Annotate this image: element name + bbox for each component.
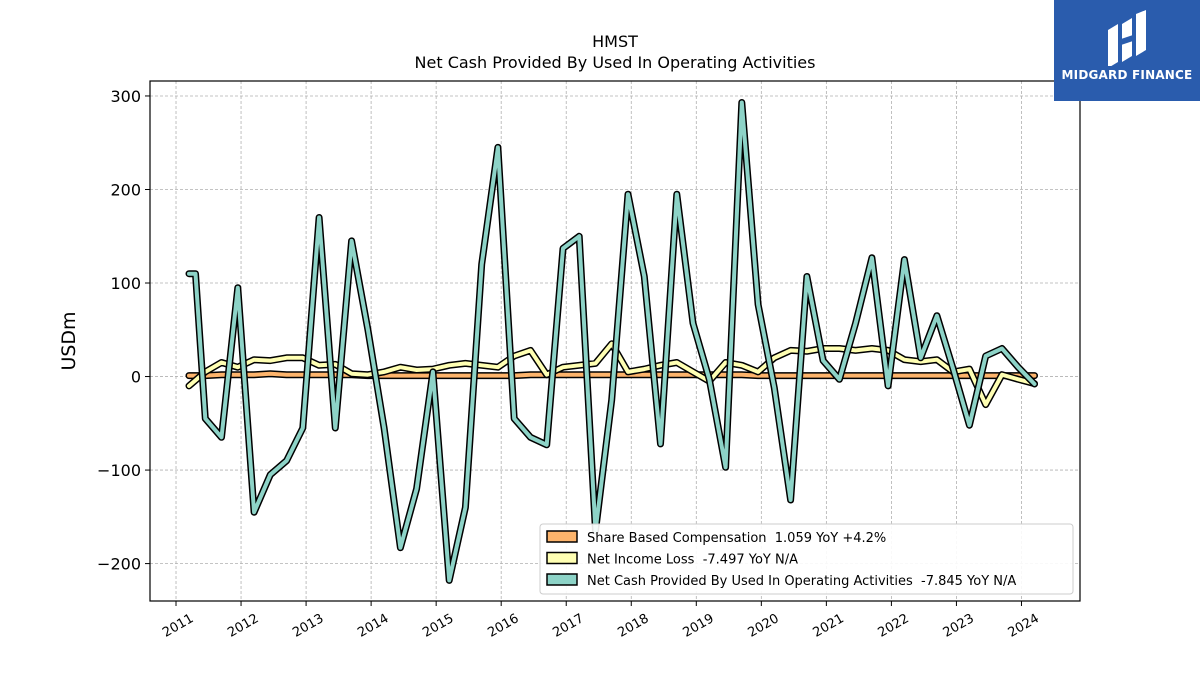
y-tick-label: −200 [97,555,141,574]
x-tick-label: 2015 [420,611,456,641]
legend-entry-0: Share Based Compensation 1.059 YoY +4.2% [587,531,886,546]
legend-entry-2: Net Cash Provided By Used In Operating A… [587,574,1016,589]
x-tick-label: 2021 [811,611,847,641]
x-tick-label: 2018 [615,611,651,641]
plot-frame [149,80,1081,602]
legend-swatch-0 [546,530,578,543]
x-tick-label: 2017 [550,611,586,641]
legend-entry-1: Net Income Loss -7.497 YoY N/A [587,553,798,568]
legend: Share Based Compensation 1.059 YoY +4.2%… [539,523,1074,595]
x-tick-label: 2011 [160,611,196,641]
y-tick-label: 200 [110,180,141,199]
x-tick-label: 2013 [290,611,326,641]
y-tick-label: 100 [110,274,141,293]
legend-box [539,523,1074,595]
y-tick-label: −100 [97,461,141,480]
brand-mark-icon [1108,10,1146,66]
legend-swatch-2 [546,573,578,586]
x-tick-label: 2020 [745,611,781,641]
x-tick-label: 2016 [485,611,521,641]
y-tick-label: 0 [131,368,141,387]
chart-subtitle: Net Cash Provided By Used In Operating A… [415,53,816,72]
brand-logo: MIDGARD FINANCE [1054,0,1200,101]
legend-swatch-1 [546,551,578,565]
x-tick-label: 2014 [355,611,391,641]
series-line-2 [187,100,1037,583]
x-tick-label: 2022 [876,611,912,641]
x-tick-label: 2019 [680,611,716,641]
x-tick-label: 2012 [225,611,261,641]
y-axis-label: USDm [58,311,80,370]
x-axis: 2011 2012 2013 2014 2015 2016 2017 2018 2019 2020… [160,601,1042,641]
y-axis: −200 −100 0 100 200 300 [97,87,150,574]
x-tick-label: 2023 [941,611,977,641]
chart-title: HMST [592,32,638,51]
series-layer [185,99,1038,584]
brand-name: MIDGARD FINANCE [1061,68,1193,82]
y-tick-label: 300 [110,87,141,106]
x-tick-label: 2024 [1006,611,1042,641]
